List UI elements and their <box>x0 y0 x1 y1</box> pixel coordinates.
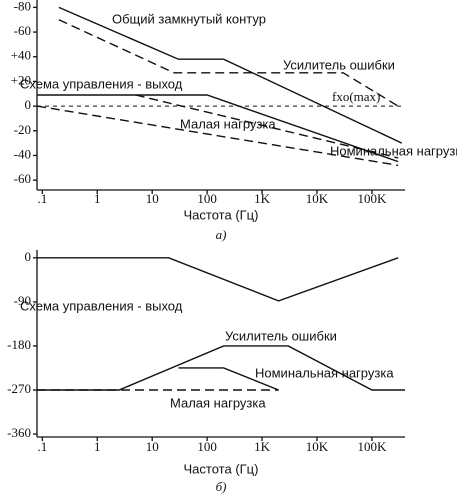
x-tick-label: .1 <box>37 191 47 206</box>
x-tick-label: 10K <box>306 439 329 454</box>
series-label: Схема управления - выход <box>20 76 183 91</box>
series-label: Схема управления - выход <box>20 298 183 313</box>
x-tick-label: 10K <box>306 191 329 206</box>
series-label: Усилитель ошибки <box>283 57 395 72</box>
series-line <box>37 257 399 302</box>
series-label: Номинальная нагрузка <box>255 365 394 380</box>
series-label: Малая нагрузка <box>170 395 266 410</box>
y-tick-label: +20 <box>11 72 31 87</box>
series-label: Усилитель ошибки <box>225 328 337 343</box>
series-label: Номинальная нагрузка <box>330 143 457 158</box>
x-tick-label: 1K <box>254 191 271 206</box>
series-line <box>37 345 405 391</box>
y-tick-label: -60 <box>14 23 31 38</box>
y-tick-label: -360 <box>7 425 31 440</box>
series-line <box>58 19 399 107</box>
y-tick-label: -90 <box>14 293 31 308</box>
x-tick-label: 100 <box>197 191 217 206</box>
x-tick-label: 1 <box>94 191 101 206</box>
x-tick-label: 10 <box>146 439 159 454</box>
series-label: Малая нагрузка <box>180 116 276 131</box>
x-tick-label: 1 <box>94 439 101 454</box>
x-tick-label: 1K <box>254 439 271 454</box>
x-tick-label: 10 <box>146 191 159 206</box>
series-line <box>178 367 279 391</box>
y-tick-label: 0 <box>25 249 32 264</box>
y-tick-label: -180 <box>7 337 31 352</box>
series-line <box>36 105 399 167</box>
y-tick-label: +40 <box>11 48 31 63</box>
series-line <box>135 94 399 159</box>
x-axis-label: Частота (Гц) <box>184 461 259 476</box>
y-tick-label: 0 <box>25 97 32 112</box>
y-tick-label: -60 <box>14 171 31 186</box>
caption: б) <box>216 479 227 494</box>
x-tick-label: .1 <box>37 439 47 454</box>
y-tick-label: -40 <box>14 146 31 161</box>
x-tick-label: 100 <box>197 439 217 454</box>
x-tick-label: 100K <box>357 439 387 454</box>
x-tick-label: 100K <box>357 191 387 206</box>
series-line <box>58 6 403 144</box>
series-label: Общий замкнутый контур <box>112 11 266 26</box>
caption: а) <box>216 227 227 242</box>
y-tick-label: -80 <box>14 0 31 13</box>
annotation: fxo(max) <box>332 89 380 104</box>
series-line <box>37 94 399 163</box>
x-axis-label: Частота (Гц) <box>184 207 259 222</box>
y-tick-label: -20 <box>14 122 31 137</box>
y-tick-label: -270 <box>7 381 31 396</box>
